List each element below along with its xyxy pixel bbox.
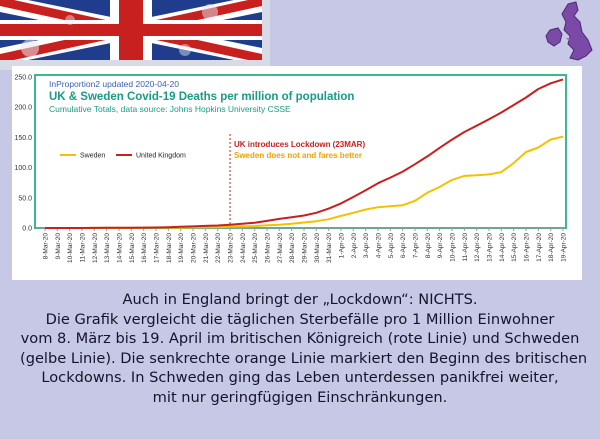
x-tick-label: 18-Mar-20: [166, 233, 173, 263]
x-tick-label: 5-Apr-20: [388, 233, 395, 259]
chart-title: UK & Sweden Covid-19 Deaths per million …: [49, 91, 354, 103]
x-tick-label: 19-Apr-20: [561, 233, 568, 262]
x-tick-label: 30-Mar-20: [314, 233, 321, 263]
y-tick-label: 200.0: [14, 105, 32, 112]
x-tick-label: 19-Mar-20: [178, 233, 185, 263]
x-tick-label: 31-Mar-20: [326, 233, 333, 263]
series-line-uk: [45, 78, 564, 229]
caption-line-6: mit nur geringfügigen Einschränkungen.: [152, 388, 448, 406]
x-tick-label: 27-Mar-20: [277, 233, 284, 263]
x-tick-label: 26-Mar-20: [265, 233, 272, 263]
x-tick-label: 13-Apr-20: [487, 233, 494, 262]
x-tick-label: 13-Mar-20: [104, 233, 111, 263]
x-tick-label: 9-Apr-20: [437, 233, 444, 259]
x-tick-label: 15-Apr-20: [511, 233, 518, 262]
x-tick-label: 2-Apr-20: [351, 233, 358, 259]
x-tick-label: 23-Mar-20: [228, 233, 235, 263]
chart-subtitle: Cumulative Totals, data source: Johns Ho…: [49, 104, 291, 114]
y-tick-label: 250.0: [14, 75, 32, 82]
chart-panel: 0.0 50.0 100.0 150.0 200.0 250.0 8-Mar-20 9-Ma…: [12, 66, 582, 280]
legend: Sweden United Kingdom: [60, 153, 186, 160]
x-tick-label: 22-Mar-20: [215, 233, 222, 263]
x-tick-label: 14-Mar-20: [117, 233, 124, 263]
x-tick-label: 17-Apr-20: [536, 233, 543, 262]
x-tick-label: 11-Mar-20: [80, 233, 87, 263]
lockdown-annotation: UK introduces Lockdown (23MAR): [234, 140, 365, 149]
x-tick-label: 21-Mar-20: [203, 233, 210, 263]
x-tick-label: 9-Mar-20: [55, 233, 62, 260]
legend-label-uk: United Kingdom: [136, 153, 186, 160]
caption-line-4: (gelbe Linie). Die senkrechte orange Lin…: [20, 349, 588, 367]
x-tick-label: 8-Mar-20: [43, 233, 50, 260]
union-flag-image: [0, 0, 270, 70]
x-tick-label: 18-Apr-20: [548, 233, 555, 262]
x-tick-label: 8-Apr-20: [425, 233, 432, 259]
y-tick-label: 0.0: [22, 226, 32, 233]
x-tick-label: 15-Mar-20: [129, 233, 136, 263]
x-tick-label: 24-Mar-20: [240, 233, 247, 263]
x-tick-label: 16-Apr-20: [524, 233, 531, 262]
x-tick-label: 10-Mar-20: [67, 233, 74, 263]
y-tick-label: 100.0: [14, 165, 32, 172]
british-isles-map-image: [545, 1, 593, 61]
x-tick-label: 12-Apr-20: [474, 233, 481, 262]
x-tick-label: 10-Apr-20: [450, 233, 457, 262]
x-tick-label: 7-Apr-20: [413, 233, 420, 259]
caption-line-5: Lockdowns. In Schweden ging das Leben un…: [41, 369, 559, 387]
x-tick-label: 1-Apr-20: [339, 233, 346, 259]
caption-line-2: Die Grafik vergleicht die täglichen Ster…: [45, 310, 555, 328]
sweden-annotation: Sweden does not and fares better: [234, 151, 362, 160]
caption-line-1: Auch in England bringt der „Lockdown“: N…: [122, 291, 478, 308]
x-tick-label: 12-Mar-20: [92, 233, 99, 263]
x-tick-label: 28-Mar-20: [289, 233, 296, 263]
y-tick-label: 50.0: [18, 195, 32, 202]
x-tick-label: 6-Apr-20: [400, 233, 407, 259]
x-tick-label: 25-Mar-20: [252, 233, 259, 263]
caption: Auch in England bringt der „Lockdown“: N…: [20, 290, 588, 408]
header-line1: InProportion2 updated 2020-04-20: [49, 79, 179, 89]
chart-canvas: 0.0 50.0 100.0 150.0 200.0 250.0 8-Mar-20 9-Ma…: [14, 74, 568, 263]
x-tick-label: 17-Mar-20: [154, 233, 161, 263]
y-tick-label: 150.0: [14, 135, 32, 142]
x-tick-label: 3-Apr-20: [363, 233, 370, 259]
x-tick-label: 20-Mar-20: [191, 233, 198, 263]
x-tick-label: 29-Mar-20: [302, 233, 309, 263]
caption-line-3: vom 8. März bis 19. April im britischen …: [20, 330, 580, 348]
x-tick-label: 11-Apr-20: [462, 233, 469, 262]
legend-label-sweden: Sweden: [80, 153, 105, 160]
x-tick-label: 4-Apr-20: [376, 233, 383, 259]
x-tick-label: 14-Apr-20: [499, 233, 506, 262]
x-tick-label: 16-Mar-20: [141, 233, 148, 263]
